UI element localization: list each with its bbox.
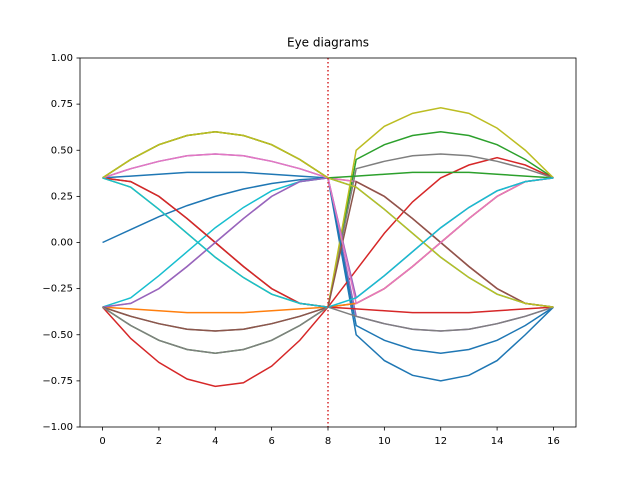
x-tick-label: 6 [268,436,274,447]
x-tick-label: 12 [434,436,447,447]
y-tick-label: 1.00 [51,53,73,64]
x-tick-label: 8 [325,436,331,447]
x-tick-label: 14 [491,436,504,447]
series-line [102,131,554,308]
x-tick-label: 10 [378,436,391,447]
y-tick-label: −0.50 [42,330,73,341]
y-tick-label: 0.75 [51,99,73,110]
y-tick-label: −1.00 [42,422,73,433]
y-tick-label: −0.75 [42,376,73,387]
plot-frame [79,57,577,428]
y-tick-label: 0.00 [51,238,73,249]
x-tick-label: 0 [99,436,105,447]
y-tick-label: −0.25 [42,284,73,295]
x-tick-label: 16 [547,436,560,447]
x-tick-label: 2 [156,436,162,447]
x-tick-label: 4 [212,436,218,447]
y-tick-label: 0.50 [51,145,73,156]
chart-title: Eye diagrams [287,36,369,50]
y-tick-label: 0.25 [51,191,73,202]
